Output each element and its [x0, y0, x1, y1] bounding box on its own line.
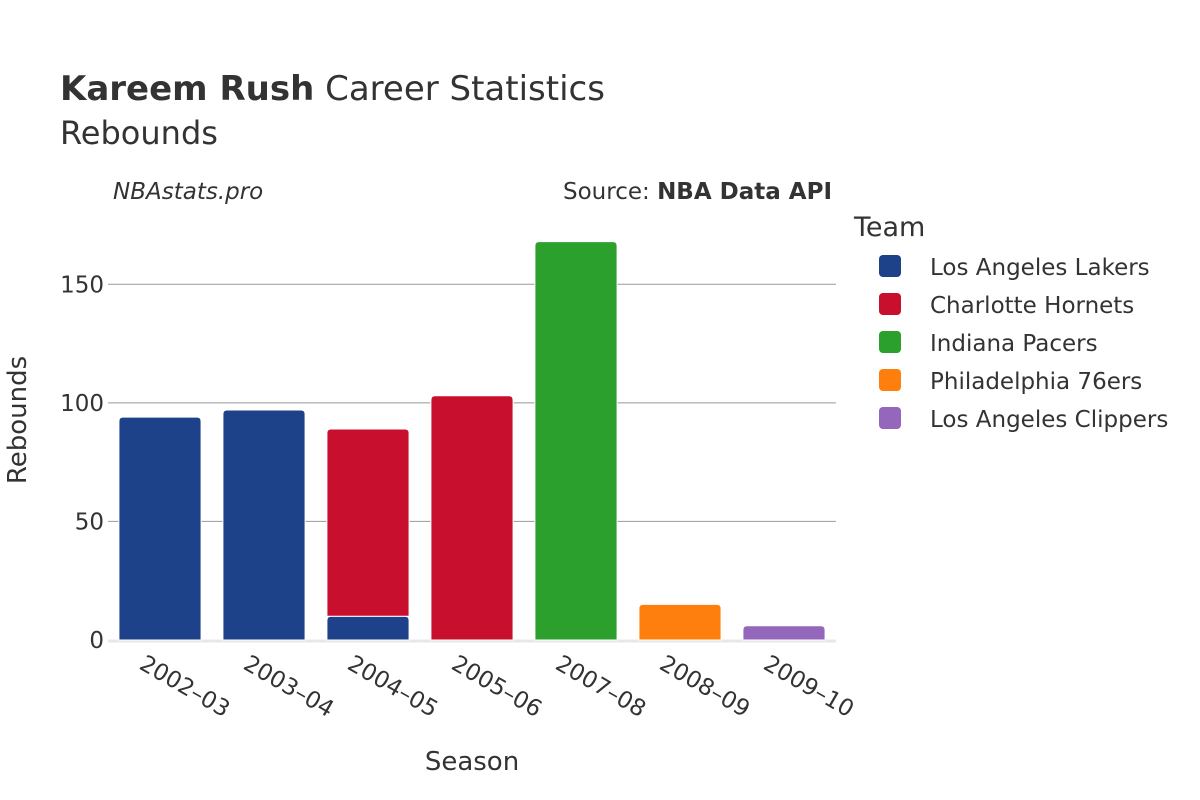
- bar-los-angeles-lakers[interactable]: [222, 409, 306, 641]
- x-axis-ticks: 2002–03 2003–04 2004–05 2005–06 2007–08 2008–…: [135, 651, 858, 723]
- x-tick-label: 2002–03: [135, 651, 234, 723]
- source-label: Source:: [563, 179, 657, 205]
- bar-charlotte-hornets[interactable]: [326, 428, 410, 617]
- x-axis-label: Season: [425, 747, 519, 777]
- y-tick-label: 0: [89, 628, 104, 654]
- y-axis-ticks: 0 50 100 150: [60, 272, 104, 654]
- legend-item[interactable]: Charlotte Hornets: [879, 293, 1134, 319]
- legend-swatch: [879, 293, 901, 315]
- y-axis-label: Rebounds: [3, 356, 33, 484]
- bars: [118, 241, 826, 641]
- legend-item[interactable]: Los Angeles Clippers: [879, 407, 1168, 433]
- y-tick-label: 150: [60, 272, 104, 298]
- chart-title: Kareem Rush Career Statistics: [60, 69, 605, 109]
- legend-swatch: [879, 369, 901, 391]
- legend-label: Philadelphia 76ers: [930, 369, 1142, 395]
- legend-label: Charlotte Hornets: [930, 293, 1134, 319]
- bar-charlotte-hornets[interactable]: [430, 395, 514, 641]
- chart-title-player: Kareem Rush: [60, 69, 314, 109]
- legend-item[interactable]: Philadelphia 76ers: [879, 369, 1142, 395]
- bar-los-angeles-lakers[interactable]: [118, 416, 202, 641]
- legend-swatch: [879, 407, 901, 429]
- x-tick-label: 2005–06: [447, 651, 546, 723]
- legend-label: Indiana Pacers: [930, 331, 1098, 357]
- x-tick-label: 2009–10: [759, 651, 858, 723]
- source-text: Source: NBA Data API: [563, 179, 832, 205]
- legend-item[interactable]: Indiana Pacers: [879, 331, 1098, 357]
- bar-philadelphia-76ers[interactable]: [638, 603, 722, 641]
- watermark: NBAstats.pro: [113, 179, 263, 205]
- source-name: NBA Data API: [657, 179, 832, 205]
- x-tick-label: 2004–05: [343, 651, 442, 723]
- chart-title-rest: Career Statistics: [314, 69, 605, 109]
- legend-label: Los Angeles Clippers: [930, 407, 1168, 433]
- bar-los-angeles-clippers[interactable]: [742, 625, 826, 641]
- legend-swatch: [879, 255, 901, 277]
- x-tick-label: 2003–04: [239, 651, 338, 723]
- bar-los-angeles-lakers[interactable]: [326, 615, 410, 641]
- legend-title: Team: [853, 212, 925, 243]
- x-tick-label: 2007–08: [551, 651, 650, 723]
- legend-item[interactable]: Los Angeles Lakers: [879, 255, 1150, 281]
- x-tick-label: 2008–09: [655, 651, 754, 723]
- chart-subtitle: Rebounds: [60, 114, 218, 152]
- y-tick-label: 50: [75, 509, 104, 535]
- y-tick-label: 100: [60, 391, 104, 417]
- legend: Los Angeles Lakers Charlotte Hornets India…: [879, 255, 1168, 433]
- legend-label: Los Angeles Lakers: [930, 255, 1150, 281]
- legend-swatch: [879, 331, 901, 353]
- bar-indiana-pacers[interactable]: [534, 241, 618, 641]
